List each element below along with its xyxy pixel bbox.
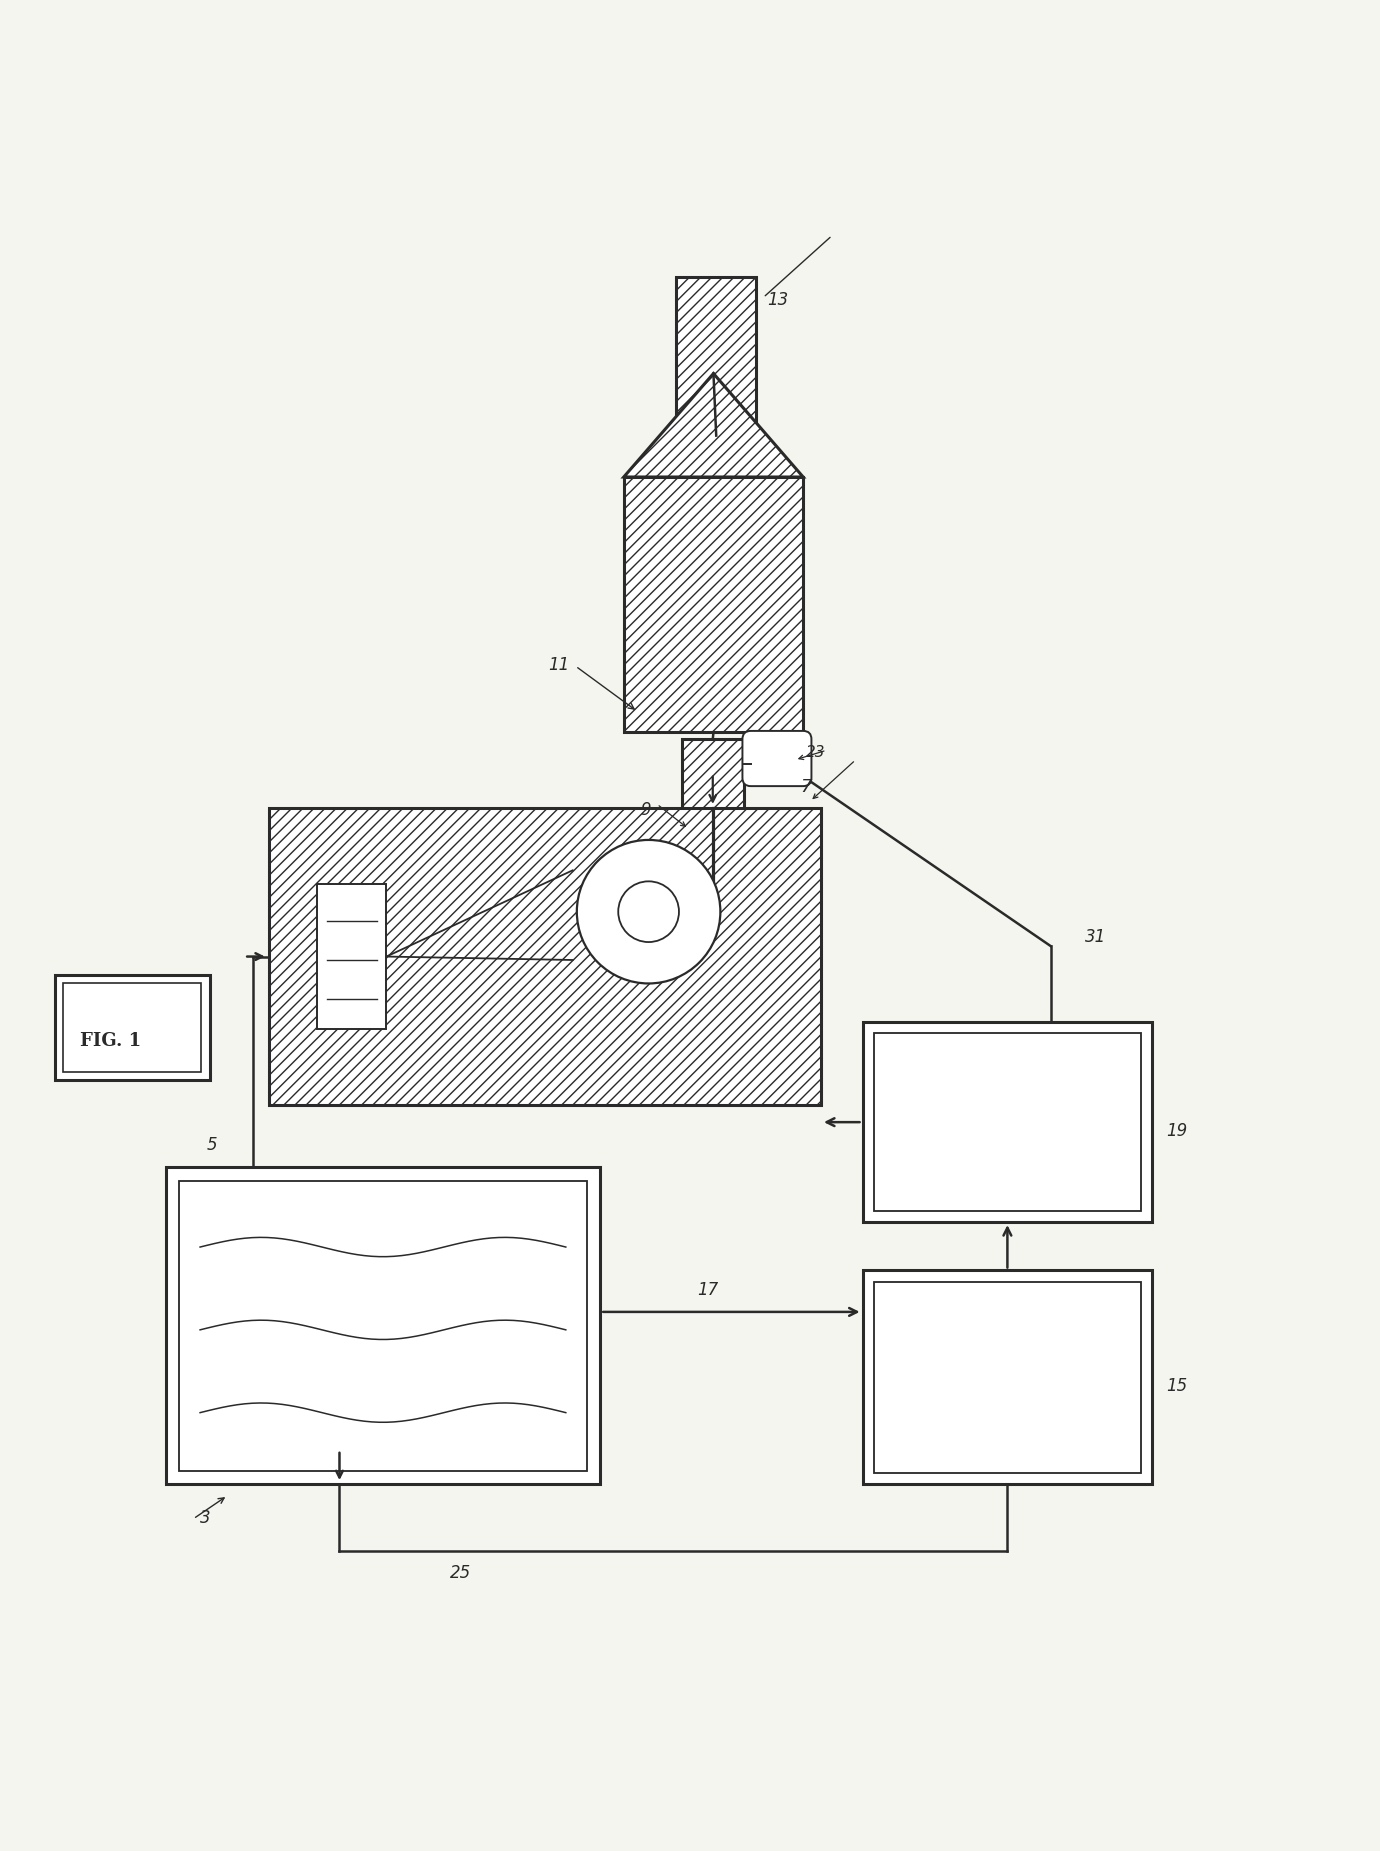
Text: 17: 17 xyxy=(697,1281,718,1299)
Text: 3: 3 xyxy=(200,1509,211,1527)
Bar xyxy=(676,278,756,435)
Text: 7: 7 xyxy=(800,777,811,796)
Polygon shape xyxy=(624,374,803,478)
Bar xyxy=(624,478,803,733)
Text: 5: 5 xyxy=(207,1137,218,1155)
Bar xyxy=(179,1181,586,1470)
Bar xyxy=(862,1022,1152,1222)
Text: FIG. 1: FIG. 1 xyxy=(80,1031,141,1050)
Text: 19: 19 xyxy=(1166,1122,1187,1140)
Bar xyxy=(862,1270,1152,1485)
Bar xyxy=(874,1033,1141,1211)
Text: 25: 25 xyxy=(450,1564,471,1583)
Bar xyxy=(166,1166,600,1485)
Bar xyxy=(682,739,744,898)
Text: 31: 31 xyxy=(1086,927,1107,946)
Bar xyxy=(317,885,386,1029)
Circle shape xyxy=(577,840,720,983)
Text: 23: 23 xyxy=(806,746,825,761)
Bar xyxy=(874,1281,1141,1473)
Text: 11: 11 xyxy=(548,657,569,674)
Text: 15: 15 xyxy=(1166,1377,1187,1396)
Text: 9: 9 xyxy=(640,801,651,820)
Circle shape xyxy=(618,881,679,942)
Text: 13: 13 xyxy=(767,291,788,309)
Bar xyxy=(269,809,821,1105)
FancyBboxPatch shape xyxy=(55,975,210,1081)
FancyBboxPatch shape xyxy=(742,731,811,787)
